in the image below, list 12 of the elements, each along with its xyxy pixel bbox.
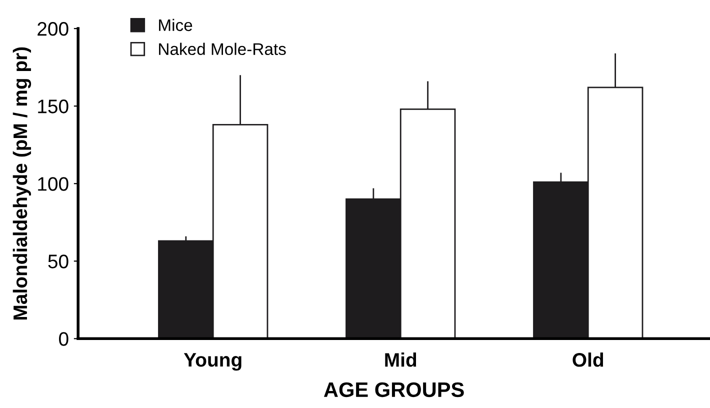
- y-tick-label: 50: [48, 254, 68, 268]
- y-tick-label: 200: [38, 22, 68, 36]
- y-tick-label: 100: [38, 177, 68, 191]
- legend-label: Mice: [159, 18, 192, 32]
- x-tick-label: Mid: [385, 352, 416, 367]
- x-axis-title: AGE GROUPS: [324, 382, 464, 398]
- y-tick-label: 0: [59, 332, 68, 346]
- x-tick-label: Old: [572, 352, 604, 367]
- y-tick-label: 150: [38, 100, 68, 114]
- legend-label: Naked Mole-Rats: [159, 42, 286, 56]
- x-tick-label: Young: [184, 353, 242, 371]
- y-axis-title: Malondialdehyde (pM / mg pr): [12, 47, 32, 320]
